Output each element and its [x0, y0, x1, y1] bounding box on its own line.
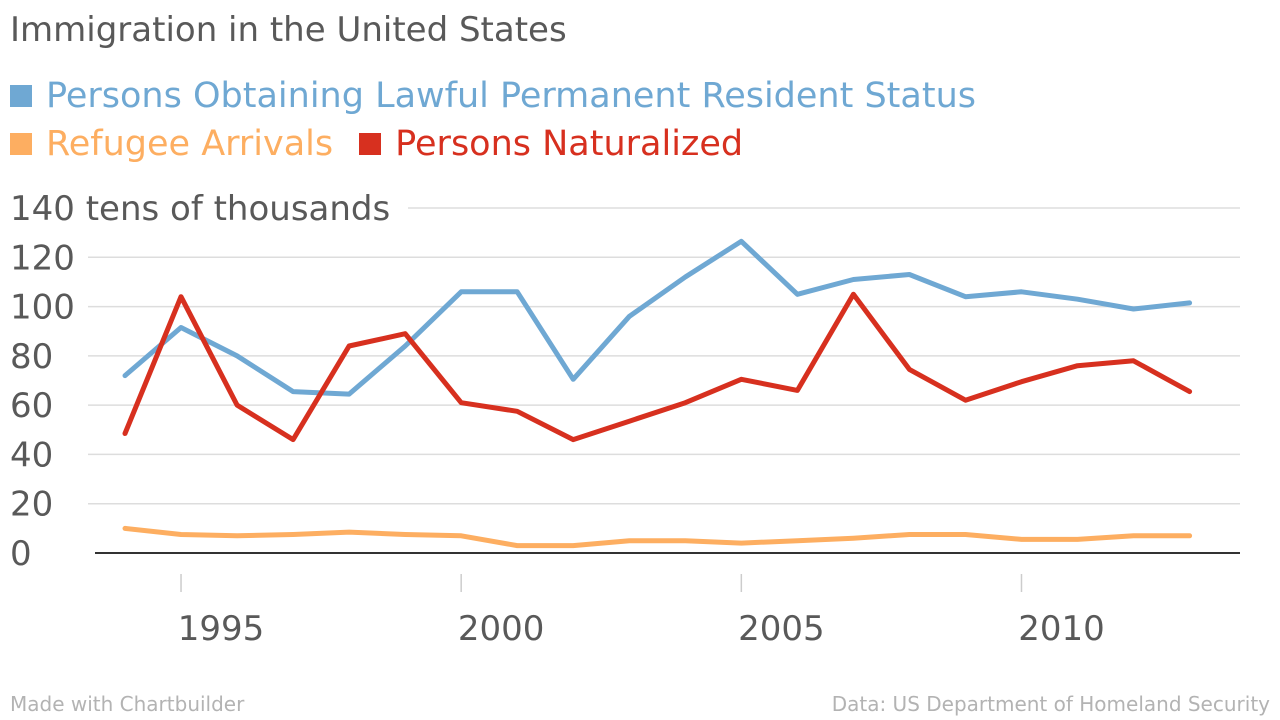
y-tick-label-100: 100 [10, 288, 75, 328]
y-tick-label-0: 0 [10, 534, 32, 574]
legend-item-naturalized: Persons Naturalized [359, 124, 743, 164]
y-tick-label-80: 80 [10, 337, 53, 377]
x-tick-label-2000: 2000 [458, 609, 545, 649]
chart-title: Immigration in the United States [10, 10, 567, 50]
legend-swatch-lpr [10, 85, 32, 107]
y-tick-label-140: 140 tens of thousands [10, 189, 390, 229]
legend-row-2: Refugee Arrivals Persons Naturalized [10, 124, 769, 164]
legend-swatch-naturalized [359, 133, 382, 155]
legend-label-lpr: Persons Obtaining Lawful Permanent Resid… [46, 76, 976, 116]
x-tick-label-2005: 2005 [738, 609, 825, 649]
footer-source: Data: US Department of Homeland Security [831, 692, 1270, 716]
legend-item-lpr: Persons Obtaining Lawful Permanent Resid… [10, 76, 976, 116]
legend-label-naturalized: Persons Naturalized [395, 124, 744, 164]
series-line-2 [122, 291, 1193, 443]
y-tick-label-60: 60 [10, 386, 53, 426]
y-tick-label-120: 120 [10, 238, 75, 278]
y-tick-label-40: 40 [10, 435, 53, 475]
x-tick-label-2010: 2010 [1018, 609, 1105, 649]
series-line-0 [122, 238, 1193, 397]
y-tick-label-20: 20 [10, 485, 53, 525]
footer-credit: Made with Chartbuilder [10, 692, 245, 716]
series-line-1 [122, 525, 1193, 549]
legend-row-1: Persons Obtaining Lawful Permanent Resid… [10, 76, 1002, 116]
x-tick-label-1995: 1995 [178, 609, 265, 649]
legend-label-refugee: Refugee Arrivals [46, 124, 334, 164]
legend-item-refugee: Refugee Arrivals [10, 124, 333, 164]
legend-swatch-refugee [10, 133, 32, 155]
